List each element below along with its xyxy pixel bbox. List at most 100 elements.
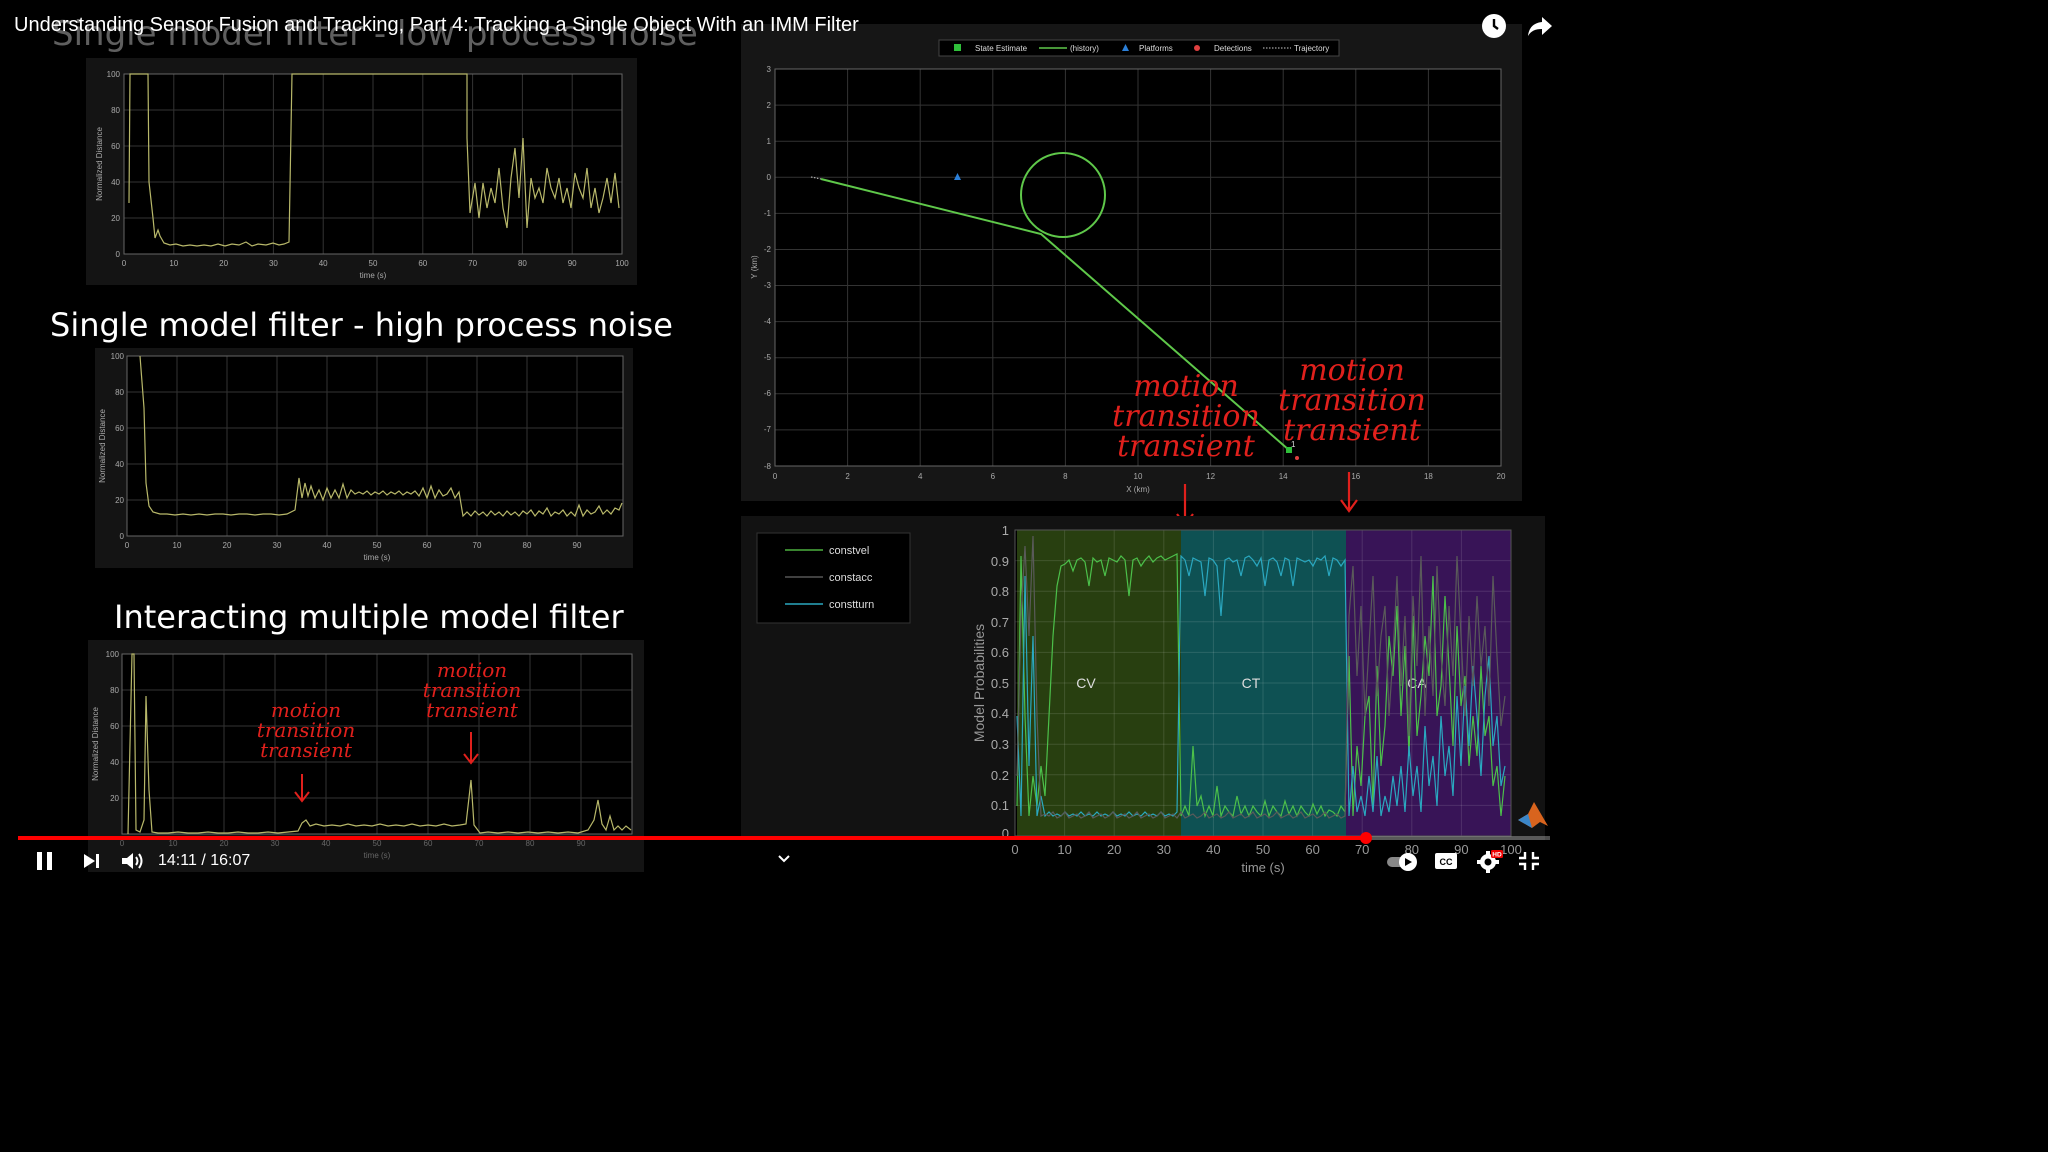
ytick: -6 xyxy=(764,389,772,398)
xtick: 0 xyxy=(773,472,778,481)
ytick: 80 xyxy=(111,106,120,115)
grid xyxy=(127,356,623,536)
xtick: 50 xyxy=(373,839,382,848)
annotation-word: motion xyxy=(1133,369,1239,404)
ytick: 100 xyxy=(106,650,120,659)
ytick: 20 xyxy=(111,214,120,223)
top-actions xyxy=(1480,12,1554,40)
clock-icon[interactable] xyxy=(1480,12,1508,40)
xtick: 8 xyxy=(1063,472,1068,481)
next-button[interactable] xyxy=(82,852,102,870)
legend-item: Detections xyxy=(1214,44,1252,53)
ytick: 0.8 xyxy=(991,584,1009,599)
xtick: 10 xyxy=(1134,472,1143,481)
xtick: 20 xyxy=(1497,472,1506,481)
xtick: 0 xyxy=(125,541,130,550)
track-id-label: 1 xyxy=(1291,440,1296,449)
autoplay-toggle[interactable] xyxy=(1386,852,1420,872)
plot-imm: 100 80 60 40 20 0 10 20 30 40 50 60 70 8… xyxy=(88,640,644,872)
annotation-word: motion xyxy=(270,698,342,722)
xtick: 60 xyxy=(418,259,427,268)
xtick: 4 xyxy=(918,472,923,481)
annotation-word: transient xyxy=(426,698,518,722)
xtick: 18 xyxy=(1424,472,1433,481)
captions-icon: CC xyxy=(1435,853,1457,869)
series-constacc xyxy=(1016,535,1506,819)
distance-series xyxy=(139,355,623,518)
ytick: 60 xyxy=(110,722,119,731)
annotation-word: transition xyxy=(1112,399,1260,434)
xtick: 80 xyxy=(526,839,535,848)
progress-bar[interactable] xyxy=(18,832,1550,844)
xtick: 30 xyxy=(269,259,278,268)
legend-item: constturn xyxy=(829,599,874,611)
xtick: 70 xyxy=(473,541,482,550)
annotation-imm-transient-1: motion transition transient xyxy=(256,700,356,760)
series-constturn xyxy=(1016,554,1506,818)
xtick: 16 xyxy=(1351,472,1360,481)
region-label-cv: CV xyxy=(1076,675,1096,691)
annotation-word: transition xyxy=(1278,383,1426,418)
model-probabilities-xaxis: 0 10 20 30 40 50 60 70 80 90 100 time (s… xyxy=(1011,842,1522,875)
ytick: 0.7 xyxy=(991,615,1009,630)
region-ct xyxy=(1181,530,1346,836)
settings-button[interactable]: HD xyxy=(1476,848,1504,874)
xtick: 12 xyxy=(1206,472,1215,481)
ytick: 80 xyxy=(115,388,124,397)
share-icon[interactable] xyxy=(1526,12,1554,40)
y-axis-label: Normalized Distance xyxy=(91,707,100,781)
ytick: -8 xyxy=(764,462,772,471)
heading-low-noise: Single model filter - low process noise xyxy=(52,14,698,54)
annotation-arrow xyxy=(463,732,479,765)
ytick: 3 xyxy=(767,65,772,74)
xtick: 50 xyxy=(369,259,378,268)
y-axis-label: Normalized Distance xyxy=(98,409,107,483)
progress-scrubber[interactable] xyxy=(1360,832,1373,844)
ytick: 0.4 xyxy=(991,706,1009,721)
time-display: 14:11 / 16:07 xyxy=(158,852,250,870)
xtick: 100 xyxy=(1500,842,1522,857)
xtick: 40 xyxy=(323,541,332,550)
state-estimate-marker xyxy=(1286,447,1292,453)
ytick: 0.2 xyxy=(991,768,1009,783)
ytick: 20 xyxy=(110,794,119,803)
annotation-word: transient xyxy=(260,738,352,762)
ytick: -7 xyxy=(764,425,772,434)
y-axis-label: Y (km) xyxy=(750,255,759,279)
captions-button[interactable]: CC xyxy=(1434,852,1458,870)
ytick: 40 xyxy=(110,758,119,767)
video-title[interactable]: Understanding Sensor Fusion and Tracking… xyxy=(14,14,859,36)
chevron-down-icon xyxy=(778,855,790,863)
legend-item: constvel xyxy=(829,545,869,557)
legend-item: State Estimate xyxy=(975,44,1028,53)
xtick: 60 xyxy=(423,541,432,550)
track-history xyxy=(820,178,1290,451)
model-probabilities-plot: constvel constacc constturn 1 0.9 0.8 0.… xyxy=(741,516,1545,840)
platform-marker xyxy=(954,173,961,180)
fullscreen-exit-button[interactable] xyxy=(1518,851,1540,871)
annotation-word: transition xyxy=(422,678,522,702)
annotation-right-transient-1: motion transition transient xyxy=(1112,372,1260,462)
chapters-dropdown[interactable] xyxy=(776,852,792,864)
ytick: 2 xyxy=(767,101,772,110)
annotation-word: transition xyxy=(256,718,356,742)
xtick: 90 xyxy=(1454,842,1468,857)
legend-item: (history) xyxy=(1070,44,1099,53)
volume-button[interactable] xyxy=(120,850,146,872)
progress-played xyxy=(18,836,1367,840)
grid xyxy=(124,74,622,254)
ytick: -3 xyxy=(764,281,772,290)
ytick: 0.9 xyxy=(991,554,1009,569)
matlab-logo-icon xyxy=(1518,802,1548,828)
xtick: 80 xyxy=(518,259,527,268)
volume-icon xyxy=(122,853,143,869)
xtick: 40 xyxy=(1206,842,1220,857)
legend-item: Trajectory xyxy=(1294,44,1329,53)
xtick: 20 xyxy=(223,541,232,550)
region-cv xyxy=(1017,530,1181,836)
pause-button[interactable] xyxy=(34,850,56,872)
svg-text:CC: CC xyxy=(1440,857,1453,867)
annotation-word: motion xyxy=(1299,353,1405,388)
xtick: 100 xyxy=(615,259,629,268)
plot-low-noise: 100 80 60 40 20 0 0 10 20 30 40 50 60 70… xyxy=(86,58,637,285)
